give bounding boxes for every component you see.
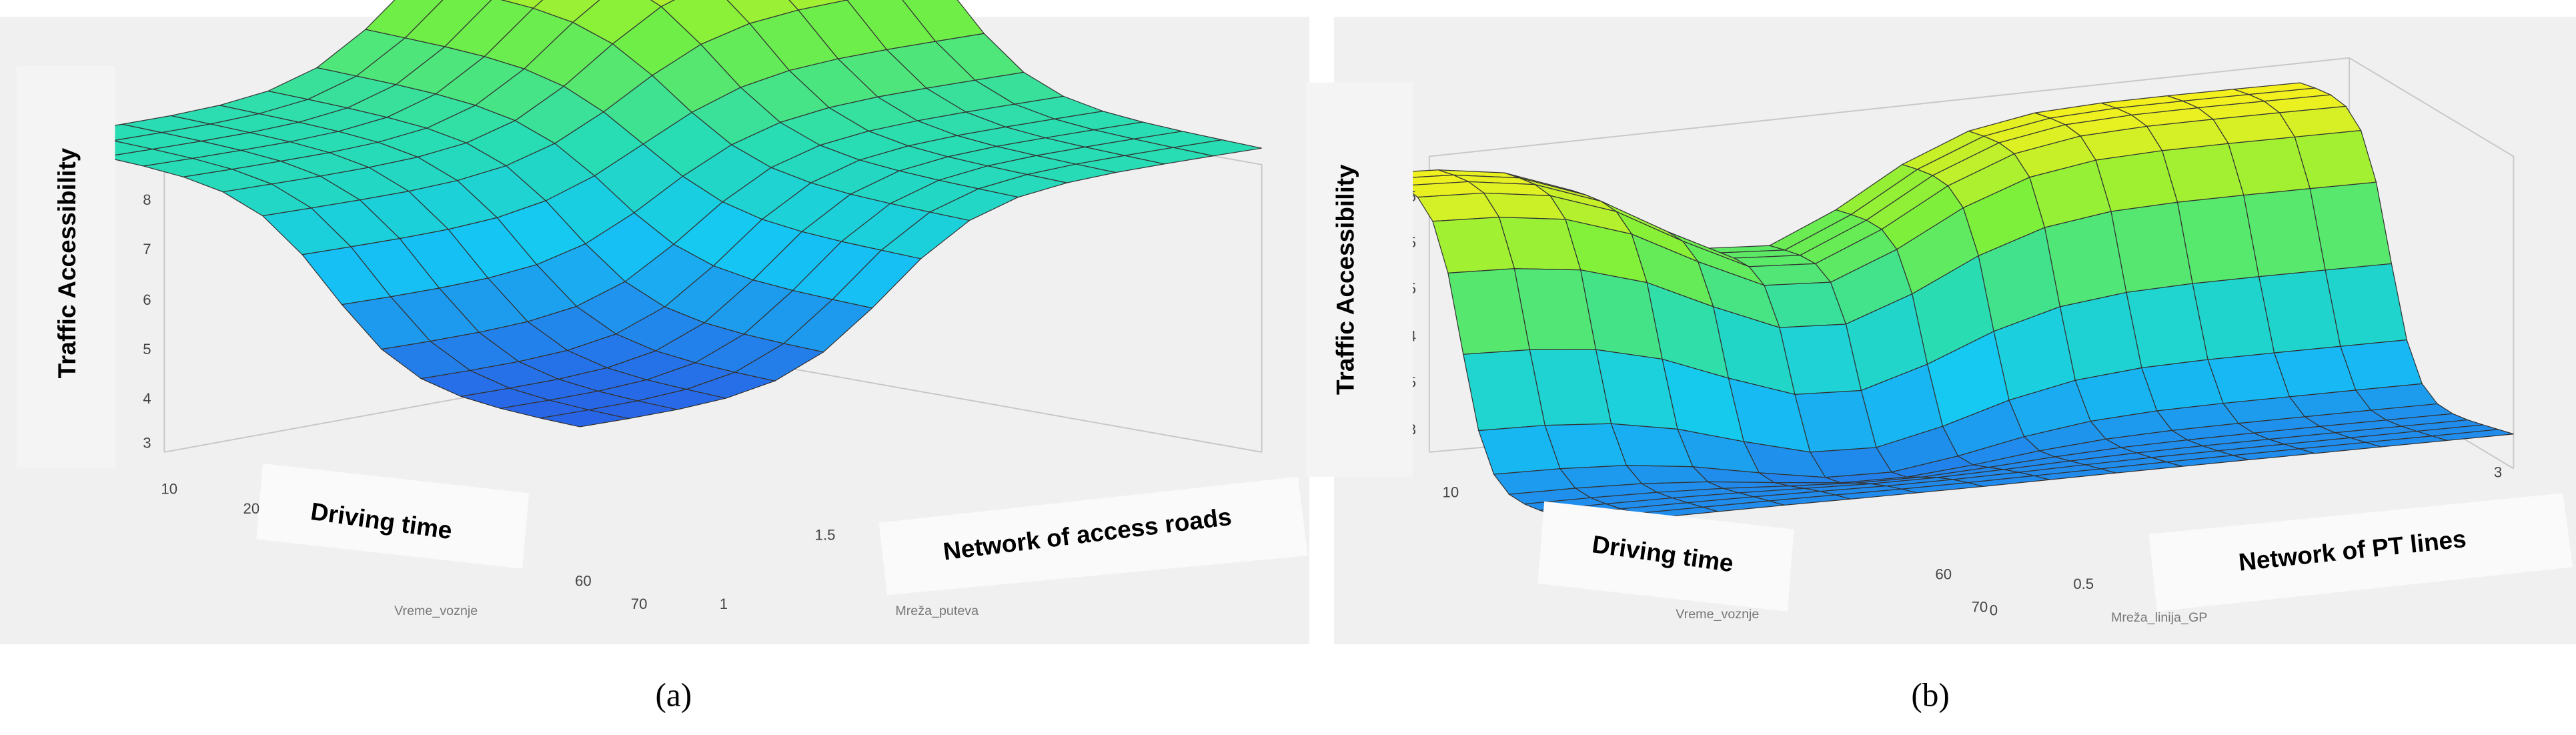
caption: (b) xyxy=(1911,677,1949,714)
z-tick: 5 xyxy=(143,341,151,357)
x-tick: 60 xyxy=(1935,566,1952,582)
surface-cell xyxy=(1417,192,1500,222)
z-label: Traffic Accessibility xyxy=(1331,164,1359,395)
x-axis-name: Vreme_voznje xyxy=(1676,607,1759,622)
z-tick: 3 xyxy=(143,434,151,451)
y-axis-name: Mreža_linija_GP xyxy=(2111,610,2207,625)
x-tick: 70 xyxy=(1972,599,1988,616)
x-tick: 20 xyxy=(243,500,260,517)
label-box xyxy=(256,464,530,569)
y-axis-name: Mreža_puteva xyxy=(895,604,979,618)
panel-a-text: 8 7 6 5 4 3 10 20 60 70 1 1.5 Vreme_vozn… xyxy=(16,66,1308,618)
label-box xyxy=(2148,493,2573,612)
y-tick: 0 xyxy=(1990,602,1998,619)
label-box xyxy=(16,66,115,469)
y-tick: 0.5 xyxy=(2073,576,2094,592)
z-tick: 8 xyxy=(143,191,151,208)
y-tick: 3 xyxy=(2494,464,2502,481)
label-box xyxy=(878,476,1308,596)
panel-b-text: 5.5 5 4.5 4 3.5 3 10 60 70 0 0.5 3 Vreme… xyxy=(1306,82,2573,625)
y-tick: 1.5 xyxy=(815,526,836,543)
surface-cell xyxy=(540,409,629,428)
caption: (a) xyxy=(655,677,692,714)
x-tick: 10 xyxy=(161,480,177,497)
z-tick: 7 xyxy=(143,241,151,257)
z-tick: 4 xyxy=(143,390,151,407)
label-box xyxy=(1306,82,1413,477)
x-tick: 10 xyxy=(1443,484,1459,500)
z-label: Traffic Accessibility xyxy=(53,147,81,378)
x-axis-name: Vreme_voznje xyxy=(394,604,478,618)
surfaces xyxy=(24,0,2514,525)
x-tick: 60 xyxy=(575,572,592,589)
x-tick: 70 xyxy=(631,596,648,612)
label-box xyxy=(1537,501,1794,612)
y-tick: 1 xyxy=(720,596,728,612)
z-tick: 6 xyxy=(143,291,151,308)
